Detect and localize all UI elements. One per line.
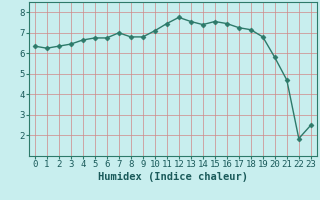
X-axis label: Humidex (Indice chaleur): Humidex (Indice chaleur) xyxy=(98,172,248,182)
